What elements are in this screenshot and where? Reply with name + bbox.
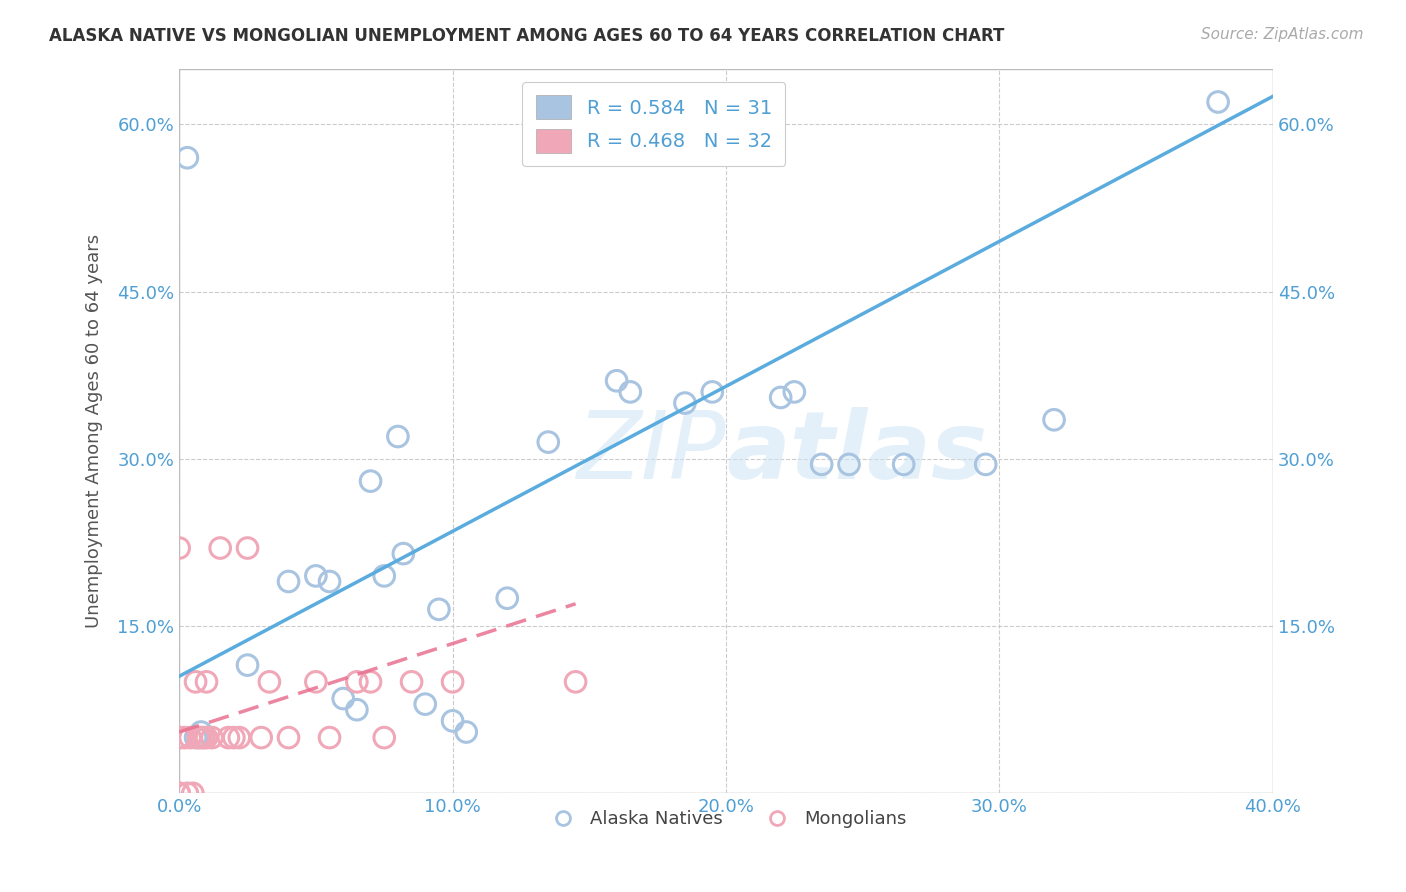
- Point: [184, 674, 207, 689]
- Point: [564, 674, 586, 689]
- Text: ZIP: ZIP: [576, 407, 725, 498]
- Point: [496, 591, 519, 606]
- Point: [277, 574, 299, 589]
- Text: ALASKA NATIVE VS MONGOLIAN UNEMPLOYMENT AMONG AGES 60 TO 64 YEARS CORRELATION CH: ALASKA NATIVE VS MONGOLIAN UNEMPLOYMENT …: [49, 27, 1004, 45]
- Point: [893, 458, 915, 472]
- Point: [187, 731, 209, 745]
- Point: [974, 458, 997, 472]
- Point: [769, 391, 792, 405]
- Point: [167, 731, 190, 745]
- Point: [783, 384, 806, 399]
- Point: [810, 458, 832, 472]
- Point: [167, 541, 190, 555]
- Point: [176, 151, 198, 165]
- Point: [702, 384, 724, 399]
- Point: [673, 396, 696, 410]
- Point: [346, 703, 368, 717]
- Point: [167, 786, 190, 800]
- Point: [373, 731, 395, 745]
- Point: [360, 674, 382, 689]
- Point: [318, 731, 340, 745]
- Point: [441, 714, 464, 728]
- Point: [259, 674, 281, 689]
- Point: [190, 731, 212, 745]
- Point: [167, 786, 190, 800]
- Point: [346, 674, 368, 689]
- Point: [838, 458, 860, 472]
- Point: [318, 574, 340, 589]
- Y-axis label: Unemployment Among Ages 60 to 64 years: Unemployment Among Ages 60 to 64 years: [86, 234, 103, 628]
- Point: [360, 474, 382, 488]
- Point: [305, 674, 328, 689]
- Point: [537, 435, 560, 450]
- Point: [228, 731, 250, 745]
- Point: [236, 541, 259, 555]
- Point: [195, 674, 218, 689]
- Point: [305, 569, 328, 583]
- Point: [184, 731, 207, 745]
- Point: [195, 731, 218, 745]
- Point: [181, 786, 204, 800]
- Point: [456, 725, 478, 739]
- Point: [392, 547, 415, 561]
- Point: [201, 731, 224, 745]
- Point: [1206, 95, 1229, 109]
- Point: [427, 602, 450, 616]
- Point: [173, 731, 195, 745]
- Point: [209, 541, 232, 555]
- Point: [193, 731, 215, 745]
- Point: [332, 691, 354, 706]
- Point: [176, 786, 198, 800]
- Legend: Alaska Natives, Mongolians: Alaska Natives, Mongolians: [538, 803, 914, 835]
- Point: [190, 725, 212, 739]
- Point: [277, 731, 299, 745]
- Point: [179, 731, 201, 745]
- Point: [619, 384, 641, 399]
- Point: [373, 569, 395, 583]
- Point: [401, 674, 423, 689]
- Point: [222, 731, 245, 745]
- Point: [606, 374, 628, 388]
- Point: [167, 731, 190, 745]
- Point: [250, 731, 273, 745]
- Text: Source: ZipAtlas.com: Source: ZipAtlas.com: [1201, 27, 1364, 42]
- Point: [217, 731, 239, 745]
- Point: [441, 674, 464, 689]
- Text: atlas: atlas: [725, 407, 987, 499]
- Point: [387, 429, 409, 443]
- Point: [1043, 413, 1066, 427]
- Point: [236, 658, 259, 673]
- Point: [413, 697, 436, 711]
